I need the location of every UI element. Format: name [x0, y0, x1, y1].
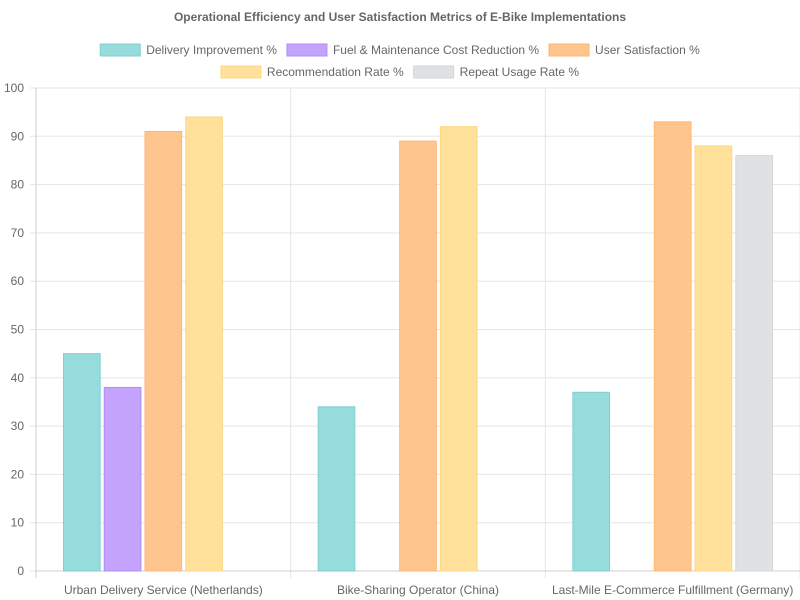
- bars: [63, 116, 773, 572]
- legend-swatch: [286, 43, 328, 57]
- chart-title: Operational Efficiency and User Satisfac…: [174, 10, 626, 24]
- bar-delivery-improvement-3[interactable]: [572, 391, 611, 572]
- x-axis: Urban Delivery Service (Netherlands) Bike…: [64, 583, 793, 597]
- bar-recommendation-rate-3[interactable]: [694, 145, 733, 572]
- legend: Delivery Improvement % Fuel & Maintenance…: [99, 43, 700, 79]
- legend-swatch: [548, 43, 590, 57]
- bar-delivery-improvement-1[interactable]: [63, 353, 101, 572]
- y-axis: 0 10 20 30 40 50 60 70 80 90 100: [4, 81, 24, 578]
- legend-item-fuel-maintenance-cost-reduction[interactable]: Fuel & Maintenance Cost Reduction %: [286, 43, 539, 57]
- bar-repeat-usage-rate-3[interactable]: [735, 155, 773, 572]
- legend-label: Fuel & Maintenance Cost Reduction %: [333, 43, 539, 57]
- bar-user-satisfaction-1[interactable]: [144, 130, 183, 572]
- y-tick-label: 40: [11, 371, 25, 385]
- bar-recommendation-rate-1[interactable]: [185, 116, 223, 572]
- legend-swatch: [99, 43, 141, 57]
- y-tick-label: 100: [4, 81, 24, 95]
- legend-label: User Satisfaction %: [595, 43, 700, 57]
- legend-label: Repeat Usage Rate %: [460, 65, 580, 79]
- x-tick-label: Urban Delivery Service (Netherlands): [64, 583, 263, 597]
- legend-item-recommendation-rate[interactable]: Recommendation Rate %: [220, 65, 404, 79]
- x-tick-label: Bike-Sharing Operator (China): [337, 583, 499, 597]
- y-tick-label: 30: [11, 419, 25, 433]
- bar-recommendation-rate-2[interactable]: [439, 126, 478, 572]
- y-tick-label: 50: [11, 323, 25, 337]
- y-tick-label: 60: [11, 274, 25, 288]
- bar-user-satisfaction-3[interactable]: [653, 121, 692, 572]
- legend-swatch: [220, 65, 262, 79]
- legend-item-repeat-usage-rate[interactable]: Repeat Usage Rate %: [413, 65, 580, 79]
- bar-user-satisfaction-2[interactable]: [399, 140, 437, 572]
- y-tick-label: 80: [11, 178, 25, 192]
- bar-fuel-maintenance-cost-reduction-1[interactable]: [103, 386, 142, 572]
- y-tick-label: 10: [11, 516, 25, 530]
- legend-swatch: [413, 65, 455, 79]
- bar-delivery-improvement-2[interactable]: [317, 406, 356, 572]
- legend-item-user-satisfaction[interactable]: User Satisfaction %: [548, 43, 700, 57]
- y-tick-label: 0: [17, 564, 24, 578]
- y-tick-label: 90: [11, 129, 25, 143]
- legend-item-delivery-improvement[interactable]: Delivery Improvement %: [99, 43, 277, 57]
- y-tick-label: 20: [11, 467, 25, 481]
- legend-label: Delivery Improvement %: [146, 43, 277, 57]
- y-tick-label: 70: [11, 226, 25, 240]
- legend-label: Recommendation Rate %: [267, 65, 404, 79]
- x-tick-label: Last-Mile E-Commerce Fulfillment (German…: [552, 583, 793, 597]
